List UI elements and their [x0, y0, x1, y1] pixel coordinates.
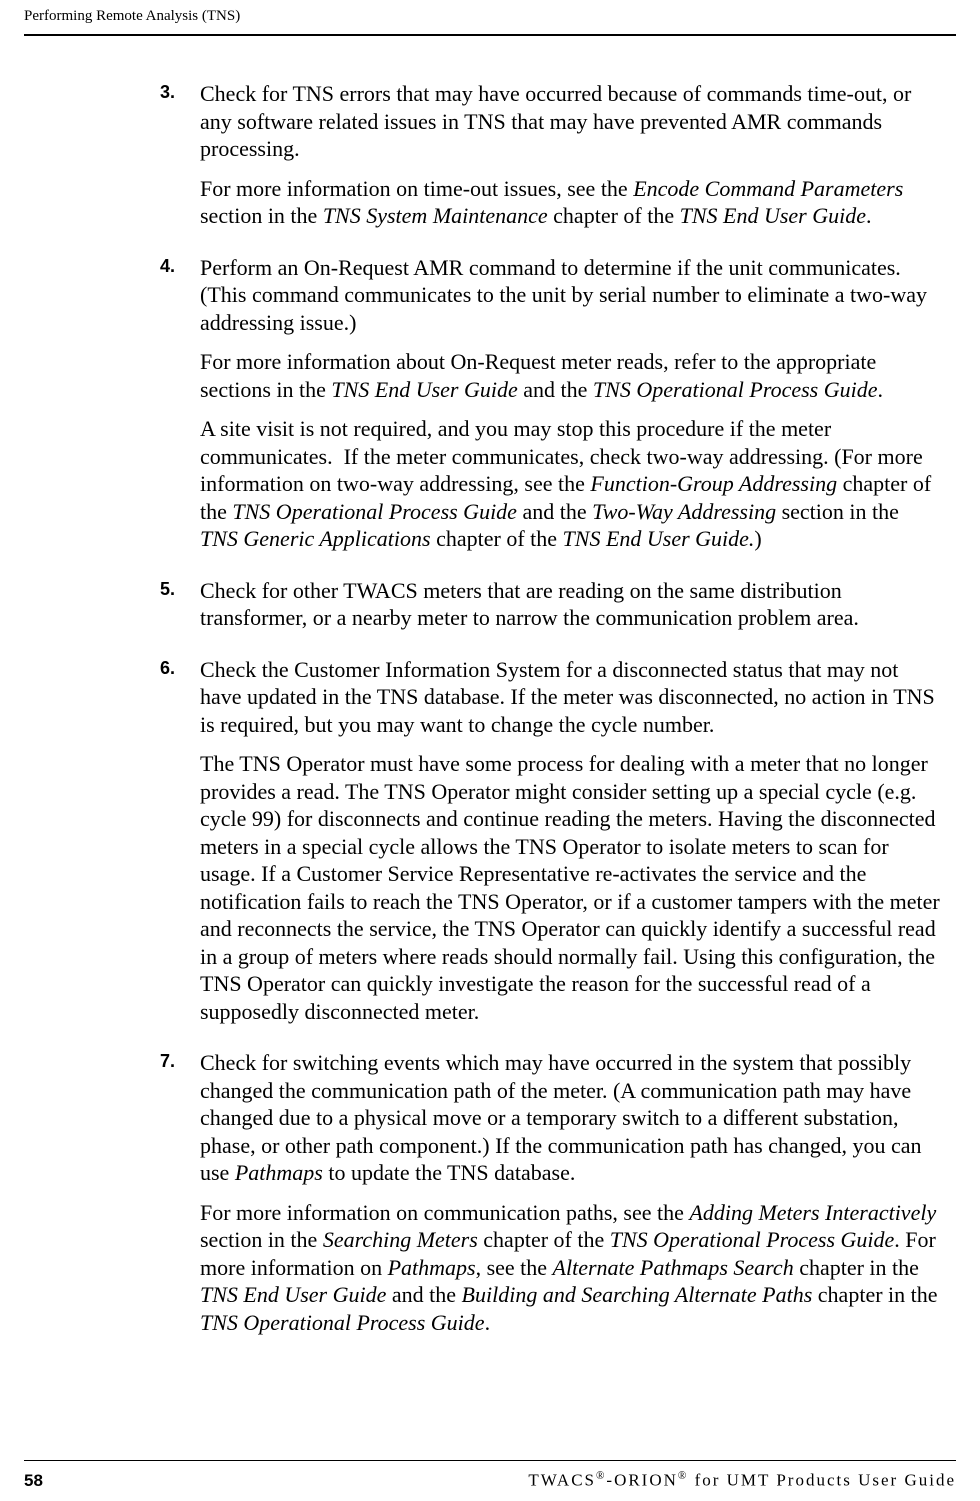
paragraph: Check for other TWACS meters that are re… [200, 577, 940, 632]
item-number: 7. [150, 1049, 200, 1348]
header-rule [24, 34, 956, 36]
list-item: 6.Check the Customer Information System … [150, 656, 940, 1038]
paragraph: For more information on time-out issues,… [200, 175, 940, 230]
list-item: 7.Check for switching events which may h… [150, 1049, 940, 1348]
item-body: Check the Customer Information System fo… [200, 656, 940, 1038]
paragraph: Check for TNS errors that may have occur… [200, 80, 940, 163]
item-number: 5. [150, 577, 200, 644]
paragraph: Check the Customer Information System fo… [200, 656, 940, 739]
paragraph: A site visit is not required, and you ma… [200, 415, 940, 553]
item-number: 4. [150, 254, 200, 565]
footer-rule [24, 1460, 956, 1461]
list-item: 3.Check for TNS errors that may have occ… [150, 80, 940, 242]
paragraph: Check for switching events which may hav… [200, 1049, 940, 1187]
paragraph: Perform an On-Request AMR command to det… [200, 254, 940, 337]
item-number: 6. [150, 656, 200, 1038]
page-content: 3.Check for TNS errors that may have occ… [150, 80, 940, 1360]
paragraph: For more information on communication pa… [200, 1199, 940, 1337]
item-body: Check for switching events which may hav… [200, 1049, 940, 1348]
header-title: Performing Remote Analysis (TNS) [24, 8, 240, 24]
list-item: 5.Check for other TWACS meters that are … [150, 577, 940, 644]
item-body: Perform an On-Request AMR command to det… [200, 254, 940, 565]
page-number: 58 [24, 1471, 43, 1491]
item-body: Check for other TWACS meters that are re… [200, 577, 940, 644]
list-item: 4.Perform an On-Request AMR command to d… [150, 254, 940, 565]
paragraph: The TNS Operator must have some process … [200, 750, 940, 1025]
item-body: Check for TNS errors that may have occur… [200, 80, 940, 242]
item-number: 3. [150, 80, 200, 242]
footer-title: TWACS®-ORION® for UMT Products User Guid… [528, 1470, 956, 1491]
paragraph: For more information about On-Request me… [200, 348, 940, 403]
page-footer: 58 TWACS®-ORION® for UMT Products User G… [24, 1470, 956, 1491]
running-header: Performing Remote Analysis (TNS) [24, 8, 240, 25]
